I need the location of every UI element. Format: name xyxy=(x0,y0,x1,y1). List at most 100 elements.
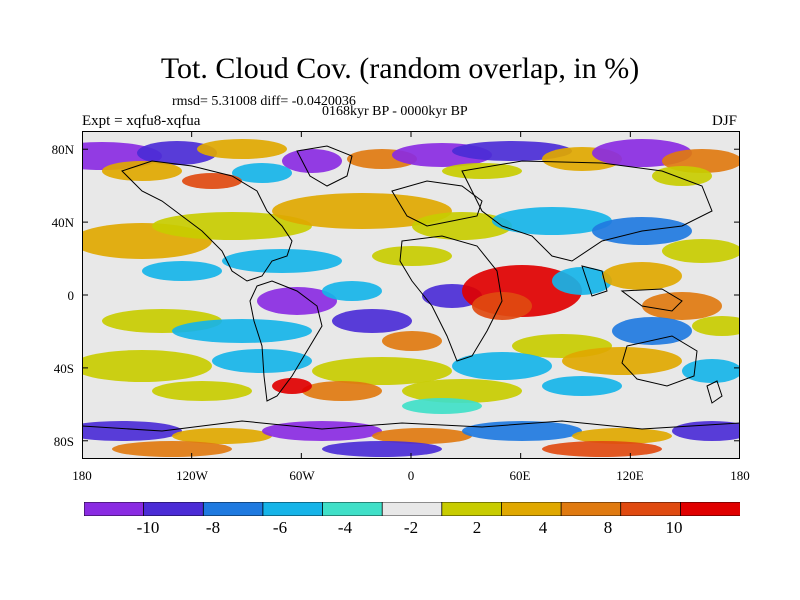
stats-text: rmsd= 5.31008 diff= -0.0420036 xyxy=(172,94,356,109)
lon-label-120w: 120W xyxy=(176,468,208,483)
anomaly-patch xyxy=(542,376,622,396)
anomaly-patch xyxy=(172,428,272,444)
colorbar-label-m2: -2 xyxy=(403,518,419,537)
colorbar-box xyxy=(322,502,383,516)
anomaly-patch xyxy=(452,141,572,161)
anomaly-field xyxy=(82,139,740,457)
anomaly-patch xyxy=(412,212,512,240)
colorbar-box xyxy=(560,502,622,516)
anomaly-patch xyxy=(372,428,472,444)
anomaly-patch xyxy=(112,441,232,457)
colorbar-box xyxy=(620,502,682,516)
coastline xyxy=(82,420,740,432)
anomaly-patch xyxy=(222,249,342,273)
anomaly-patch xyxy=(312,357,452,385)
colorbar-label-4: 4 xyxy=(538,518,548,537)
anomaly-patch xyxy=(102,161,182,181)
lat-label-80n: 80N xyxy=(51,142,74,157)
anomaly-patch xyxy=(302,381,382,401)
lat-label-40s: 40S xyxy=(53,361,74,376)
lon-label-180e: 180 xyxy=(730,468,750,483)
coastline xyxy=(581,265,608,297)
lon-label-180w: 180 xyxy=(72,468,92,483)
coastline xyxy=(249,280,323,402)
anomaly-patch xyxy=(152,212,312,240)
anomaly-patch xyxy=(232,163,292,183)
anomaly-patch xyxy=(137,141,217,165)
coastline xyxy=(296,145,353,187)
anomaly-patch xyxy=(197,139,287,159)
anomaly-patch xyxy=(322,441,442,457)
period-text: 0168kyr BP - 0000kyr BP xyxy=(322,104,468,119)
anomaly-patch xyxy=(272,378,312,394)
lon-label-60w: 60W xyxy=(289,468,315,483)
coastline xyxy=(121,160,293,282)
colorbar-box xyxy=(441,502,503,516)
coastline xyxy=(620,288,683,312)
lon-label-120e: 120E xyxy=(616,468,644,483)
anomaly-patch xyxy=(612,317,692,345)
colorbar-box xyxy=(202,502,264,516)
lat-label-40n: 40N xyxy=(51,215,74,230)
anomaly-patch xyxy=(282,149,342,173)
anomaly-patch xyxy=(472,292,532,320)
anomaly-patch xyxy=(402,398,482,414)
anomaly-patch xyxy=(692,316,740,336)
colorbar-box xyxy=(84,502,145,516)
anomaly-patch xyxy=(82,350,212,382)
colorbar-label-m6: -6 xyxy=(272,518,288,537)
colorbar-label-m8: -8 xyxy=(205,518,221,537)
colorbar xyxy=(84,502,740,516)
colorbar-box xyxy=(381,502,443,516)
anomaly-patch xyxy=(272,193,452,229)
coastline xyxy=(621,335,698,387)
anomaly-patch xyxy=(322,281,382,301)
map-ticks xyxy=(82,131,740,459)
anomaly-patch xyxy=(572,428,672,444)
anomaly-patch xyxy=(642,292,722,320)
anomaly-patch xyxy=(562,347,682,375)
lat-label-80s: 80S xyxy=(53,434,74,449)
map-canvas xyxy=(82,131,740,459)
coastline xyxy=(391,180,483,227)
anomaly-patch xyxy=(602,262,682,290)
anomaly-patch xyxy=(402,379,522,403)
coastline xyxy=(706,380,723,404)
colorbar-box xyxy=(143,502,205,516)
colorbar-box xyxy=(262,502,324,516)
anomaly-patch xyxy=(152,381,252,401)
anomaly-patch xyxy=(172,319,312,343)
lat-label-0: 0 xyxy=(67,288,75,303)
colorbar-label-m10: -10 xyxy=(136,518,160,537)
anomaly-patch xyxy=(262,421,382,441)
anomaly-patch xyxy=(372,246,452,266)
plot-title: Tot. Cloud Cov. (random overlap, in %) xyxy=(160,52,640,85)
world-map xyxy=(82,131,740,459)
anomaly-patch xyxy=(542,441,662,457)
anomaly-patch xyxy=(442,163,522,179)
lon-label-60e: 60E xyxy=(509,468,531,483)
colorbar-box xyxy=(680,502,740,516)
anomaly-patch xyxy=(652,166,712,186)
coastline xyxy=(461,160,713,262)
anomaly-patch xyxy=(82,421,182,441)
anomaly-patch xyxy=(332,309,412,333)
colorbar-label-10: 10 xyxy=(665,518,683,537)
anomaly-patch xyxy=(182,173,242,189)
anomaly-patch xyxy=(212,349,312,373)
anomaly-patch xyxy=(142,261,222,281)
anomaly-patch xyxy=(552,267,612,295)
season-label: DJF xyxy=(712,113,738,129)
anomaly-patch xyxy=(382,331,442,351)
colorbar-box xyxy=(501,502,562,516)
colorbar-label-m4: -4 xyxy=(337,518,353,537)
anomaly-patch xyxy=(682,359,740,383)
lon-label-0: 0 xyxy=(407,468,415,483)
colorbar-label-2: 2 xyxy=(472,518,482,537)
anomaly-patch xyxy=(452,352,552,380)
colorbar-label-8: 8 xyxy=(603,518,613,537)
anomaly-patch xyxy=(662,239,740,263)
coastlines xyxy=(82,145,740,432)
coastline xyxy=(399,235,503,362)
anomaly-patch xyxy=(492,207,612,235)
